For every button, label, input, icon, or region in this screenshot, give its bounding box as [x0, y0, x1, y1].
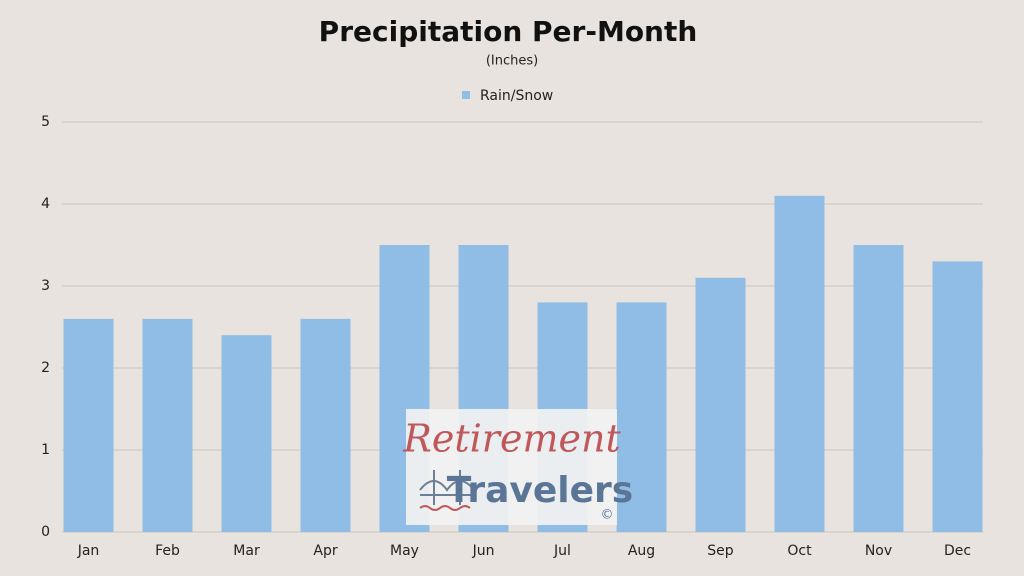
- y-tick-label: 0: [41, 524, 50, 540]
- watermark-mark: ©: [601, 508, 614, 523]
- x-tick-label: Sep: [707, 543, 734, 559]
- watermark-line1: Retirement: [402, 417, 621, 461]
- x-tick-label: Jul: [553, 543, 571, 559]
- watermark: Retirement Travelers ©: [402, 409, 633, 525]
- x-tick-label: Dec: [944, 543, 971, 559]
- y-tick-label: 5: [41, 114, 50, 130]
- chart-title: Precipitation Per-Month: [319, 15, 698, 48]
- plot-area: 0 1 2 3 4 5 Rain/Snow Jan Feb Mar Apr May Jun Jul Aug S…: [41, 88, 983, 559]
- bar: [853, 245, 904, 532]
- legend-label: Rain/Snow: [480, 88, 553, 104]
- y-tick-label: 2: [41, 360, 50, 376]
- bar: [142, 318, 193, 532]
- bar: [63, 318, 114, 532]
- y-tick-label: 4: [41, 196, 50, 212]
- bar: [221, 335, 272, 532]
- y-tick-label: 1: [41, 442, 50, 458]
- bar: [932, 261, 983, 532]
- x-tick-label: Jun: [472, 543, 495, 559]
- x-tick-label: Apr: [313, 543, 337, 559]
- bridge-icon: [419, 470, 475, 511]
- bar: [774, 195, 825, 533]
- x-tick-label: Mar: [233, 543, 260, 559]
- x-tick-label: May: [390, 543, 419, 559]
- watermark-box: [406, 409, 617, 525]
- legend-swatch: [462, 91, 470, 99]
- bar: [300, 318, 351, 532]
- x-tick-label: Aug: [628, 543, 655, 559]
- watermark-line2: Travelers: [447, 470, 633, 511]
- x-tick-label: Jan: [77, 543, 100, 559]
- x-tick-label: Nov: [865, 543, 892, 559]
- y-tick-label: 3: [41, 278, 50, 294]
- chart-subtitle: (Inches): [486, 54, 538, 69]
- x-tick-label: Oct: [787, 543, 812, 559]
- bar: [695, 277, 746, 532]
- bar: [616, 302, 667, 532]
- x-tick-label: Feb: [155, 543, 180, 559]
